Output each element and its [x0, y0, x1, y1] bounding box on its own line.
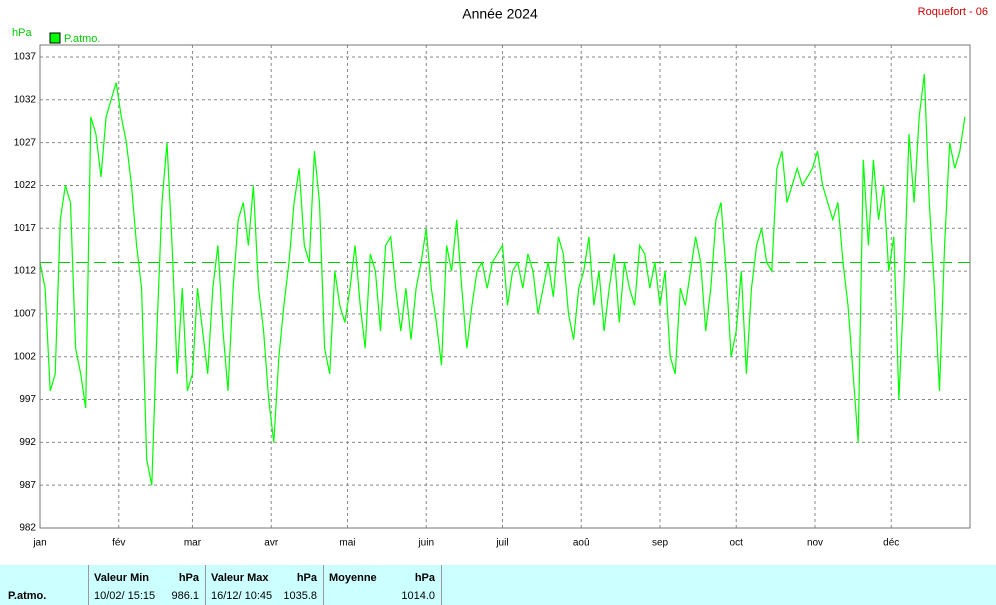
x-tick-label: sep [652, 538, 669, 549]
column-unit: hPa [296, 572, 317, 584]
y-tick-label: 1022 [14, 180, 37, 191]
x-tick-label: mar [184, 538, 202, 549]
y-tick-label: 1027 [14, 137, 37, 148]
x-tick-label: juin [417, 538, 434, 549]
plot-border [39, 44, 971, 529]
x-tick-label: aoû [573, 538, 590, 549]
x-tick-label: oct [730, 538, 744, 549]
column-unit: hPa [178, 572, 199, 584]
series-line [39, 74, 966, 486]
column-date: 16/12/ 10:45 [211, 590, 273, 602]
x-tick-label: fév [112, 538, 125, 549]
summary-table: P.atmo. Valeur Min hPa 10/02/ 15:15 986.1 Val… [0, 565, 996, 605]
x-tick-label: déc [883, 538, 899, 549]
x-tick-label: juil [495, 538, 508, 549]
y-tick-label: 1017 [14, 223, 37, 234]
x-tick-label: mai [339, 538, 355, 549]
column-header: Valeur Max [211, 572, 269, 584]
y-tick-label: 997 [19, 394, 36, 405]
row-label: P.atmo. [8, 590, 47, 602]
y-tick-label: 1032 [14, 94, 37, 105]
station: Roquefort - 06 [918, 6, 988, 18]
y-tick-label: 1002 [14, 351, 37, 362]
y-tick-label: 1007 [14, 309, 37, 320]
column-header: Valeur Min [94, 572, 150, 584]
x-tick-label: jan [32, 538, 46, 549]
column-header: Moyenne [329, 572, 377, 584]
separator [205, 565, 206, 605]
y-axis-label: hPa [12, 27, 32, 39]
y-tick-label: 1012 [14, 266, 37, 277]
column-date: 10/02/ 15:15 [94, 590, 156, 602]
legend-label: P.atmo. [64, 33, 101, 45]
column-value: 1035.8 [283, 590, 317, 602]
y-tick-label: 987 [19, 480, 36, 491]
x-tick-label: nov [807, 538, 823, 549]
chart: Année 2024 Roquefort - 06 hPa P.atmo. 98… [12, 6, 988, 549]
separator [323, 565, 324, 605]
column-unit: hPa [414, 572, 435, 584]
separator [441, 565, 442, 605]
y-tick-label: 1037 [14, 52, 37, 63]
separator [88, 565, 89, 605]
column-value: 986.1 [171, 590, 199, 602]
y-tick-label: 992 [19, 437, 36, 448]
column-value: 1014.0 [401, 590, 435, 602]
chart-title: Année 2024 [462, 6, 538, 22]
legend-swatch [49, 32, 61, 44]
y-tick-label: 982 [19, 523, 36, 534]
x-tick-label: avr [264, 538, 279, 549]
